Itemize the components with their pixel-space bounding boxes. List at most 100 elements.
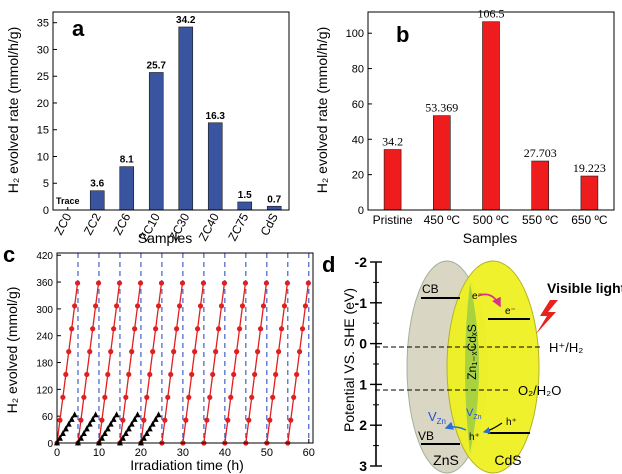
series-line: [56, 283, 79, 444]
panel-b-xlabel: Samples: [463, 230, 517, 246]
data-label: 27.703: [524, 146, 557, 160]
data-point: [146, 425, 153, 432]
x-tick-label: ZC2: [81, 211, 104, 238]
y-tick-label: 0: [43, 205, 49, 217]
data-point: [126, 371, 132, 378]
data-label: 0.7: [267, 194, 281, 205]
data-point: [113, 411, 120, 418]
x-tick-label: 450 ºC: [424, 213, 461, 227]
data-point: [111, 326, 117, 332]
data-point: [74, 280, 81, 286]
x-tick-label: 0: [54, 447, 60, 459]
data-point: [125, 425, 132, 432]
data-point: [122, 430, 129, 437]
data-point: [302, 303, 309, 309]
data-point: [221, 280, 228, 286]
data-point: [165, 394, 171, 400]
bar: [237, 201, 253, 211]
data-point: [113, 303, 120, 309]
y-tick-label: 1: [359, 376, 367, 392]
data-point: [105, 371, 111, 378]
panel-c-xlabel: Irradiation time (h): [130, 457, 244, 473]
data-point: [215, 326, 222, 332]
panel-letter-c: c: [3, 242, 15, 267]
bar: [178, 26, 194, 211]
data-point: [137, 280, 144, 286]
data-point: [98, 434, 105, 441]
data-point: [80, 430, 87, 437]
data-point: [252, 371, 258, 378]
y-tick-label: 2: [359, 417, 367, 433]
x-tick-label: ZC6: [110, 211, 133, 238]
bar: [383, 149, 402, 211]
data-point: [239, 303, 246, 309]
data-label: 3.6: [90, 179, 104, 190]
panel-letter-b: b: [396, 22, 409, 47]
data-point: [218, 303, 225, 309]
panel-a-xlabel: Samples: [138, 230, 192, 246]
data-point: [281, 303, 288, 309]
data-label: Trace: [56, 196, 80, 206]
data-point: [179, 280, 186, 286]
data-point: [147, 371, 153, 378]
data-point: [108, 349, 114, 355]
y-tick-label: 60: [42, 412, 54, 423]
y-tick-label: 120: [36, 385, 53, 396]
data-point: [150, 349, 156, 355]
y-tick-label: 300: [36, 305, 53, 316]
data-point: [62, 425, 69, 432]
data-point: [69, 326, 75, 332]
visible-light-label: Visible light: [547, 280, 622, 296]
series-line: [140, 283, 163, 444]
x-tick-label: 50: [261, 447, 273, 459]
series-line: [266, 283, 289, 444]
data-point: [236, 326, 243, 332]
data-label: 1.5: [238, 190, 252, 201]
hole-label-ss: h⁺: [469, 432, 480, 443]
data-point: [273, 371, 279, 378]
data-point: [107, 420, 114, 427]
data-point: [186, 394, 192, 400]
data-point: [134, 411, 141, 418]
data-point: [63, 371, 69, 378]
data-point: [72, 303, 78, 309]
data-point: [128, 420, 135, 427]
data-point: [225, 417, 231, 423]
data-point: [275, 349, 282, 355]
data-point: [134, 303, 141, 309]
bar: [207, 122, 223, 211]
x-tick-label: 30: [177, 447, 189, 459]
data-point: [131, 416, 138, 422]
y-tick-label: 15: [37, 125, 49, 137]
data-point: [110, 416, 117, 422]
data-point: [246, 417, 252, 423]
vacancy-transfer-arrow: [444, 421, 467, 431]
y-tick-label: 20: [37, 98, 49, 110]
data-point: [204, 417, 210, 423]
data-point: [89, 416, 96, 422]
panel-a-ylabel: H₂ evolved rate (mmol/h/g): [5, 27, 21, 194]
data-label: 8.1: [120, 155, 134, 166]
data-point: [57, 417, 63, 423]
x-tick-label: ZC0: [51, 211, 74, 238]
panel-d-ylabel: Potential VS. SHE (eV): [341, 288, 357, 432]
data-point: [87, 349, 93, 355]
data-point: [71, 411, 78, 418]
data-point: [93, 303, 99, 309]
hole-transfer-arrow: [482, 422, 503, 435]
data-point: [189, 371, 195, 378]
electron-label-cds: e⁻: [505, 306, 516, 317]
data-point: [231, 371, 237, 378]
data-point: [155, 411, 162, 418]
data-point: [207, 394, 213, 400]
data-point: [228, 394, 234, 400]
electron-label-ss: e⁻: [472, 291, 483, 302]
x-tick-label: Pristine: [373, 213, 413, 227]
data-point: [249, 394, 255, 400]
cds-label: CdS: [494, 452, 521, 468]
x-tick-label: ZC40: [196, 211, 222, 244]
panel-c-ylabel: H₂ evolved (mmol/g): [4, 287, 20, 414]
bar: [148, 72, 164, 211]
panel-c-plot-frame: [56, 252, 314, 444]
